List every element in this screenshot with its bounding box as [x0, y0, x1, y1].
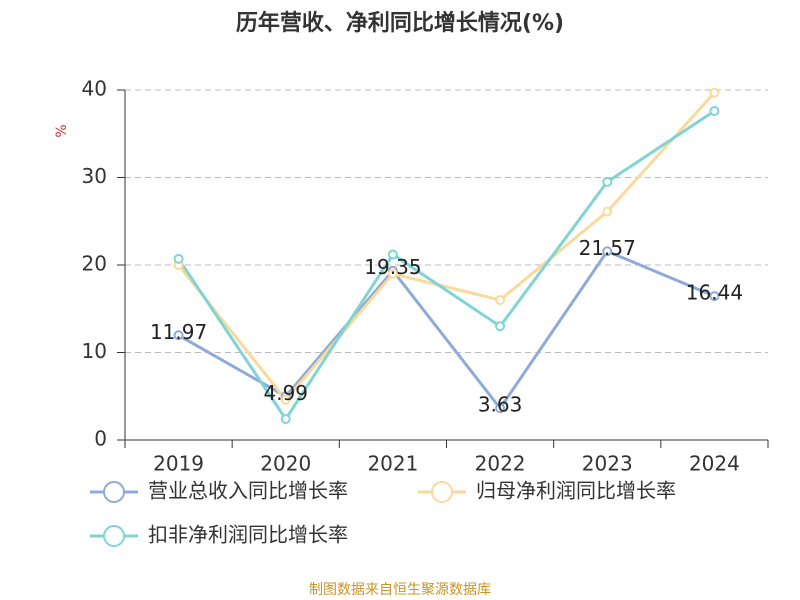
data-label: 11.97 — [150, 320, 207, 344]
x-tick-label: 2020 — [260, 452, 311, 476]
legend-label: 营业总收入同比增长率 — [148, 479, 348, 503]
series-line — [177, 249, 715, 411]
point — [709, 87, 720, 98]
point — [495, 295, 506, 305]
y-tick-label: 10 — [82, 339, 107, 363]
point — [709, 291, 720, 302]
y-tick-label: 40 — [82, 77, 107, 101]
point — [173, 330, 184, 341]
data-label: 16.44 — [686, 281, 743, 305]
legend-marker — [103, 481, 125, 503]
point — [709, 106, 720, 116]
x-tick-label: 2019 — [153, 452, 204, 476]
data-label: 19.35 — [364, 255, 421, 279]
chart-title: 历年营收、净利同比增长情况(%) — [236, 10, 564, 36]
legend-label: 归母净利润同比增长率 — [476, 479, 676, 503]
series-line — [177, 91, 716, 403]
point — [602, 206, 613, 217]
x-tick-label: 2023 — [582, 452, 633, 476]
point — [387, 249, 398, 260]
series-line — [177, 109, 716, 422]
data-label: 21.57 — [579, 236, 636, 260]
point — [387, 268, 398, 279]
x-tick-label: 2024 — [689, 452, 740, 476]
point — [280, 414, 291, 424]
data-label: 3.63 — [478, 393, 523, 417]
point — [280, 394, 291, 405]
source-note: 制图数据来自恒生聚源数据库 — [309, 582, 491, 598]
legend-marker — [431, 481, 453, 503]
point — [602, 176, 613, 187]
x-tick-label: 2022 — [475, 452, 526, 476]
data-label: 4.99 — [263, 381, 308, 405]
point — [602, 246, 613, 257]
point — [173, 253, 184, 264]
point — [495, 403, 506, 414]
legend-label: 扣非净利润同比增长率 — [148, 523, 348, 547]
y-axis-label: % — [54, 124, 70, 137]
x-tick-label: 2021 — [367, 452, 418, 476]
y-tick-label: 0 — [94, 427, 107, 451]
y-tick-label: 30 — [82, 164, 107, 188]
point — [495, 321, 506, 332]
legend-marker — [103, 525, 125, 547]
y-tick-label: 20 — [82, 252, 107, 276]
